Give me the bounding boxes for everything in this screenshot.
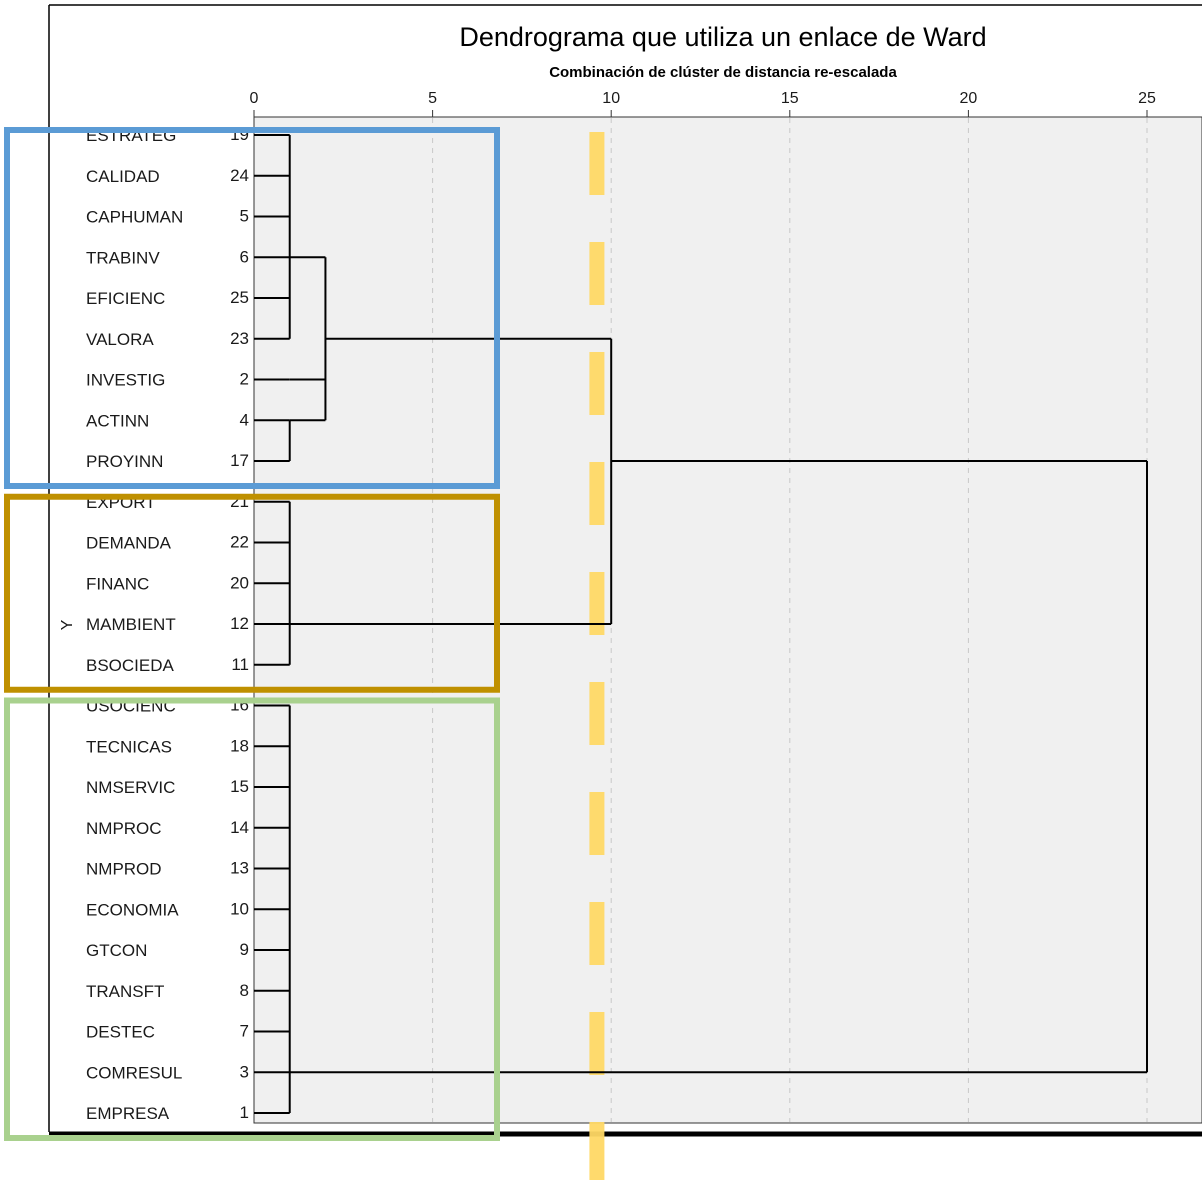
- leaf-label: FINANC: [86, 574, 149, 593]
- leaf-id: 18: [230, 736, 249, 755]
- leaf-id: 20: [230, 573, 249, 592]
- leaf-id: 12: [230, 614, 249, 633]
- leaf-id: 14: [230, 818, 249, 837]
- leaf-label: CAPHUMAN: [86, 208, 183, 227]
- leaf-id: 9: [240, 940, 249, 959]
- leaf-id: 4: [240, 410, 249, 429]
- leaf-id: 24: [230, 166, 249, 185]
- leaf-label: NMSERVIC: [86, 778, 175, 797]
- leaf-label: CALIDAD: [86, 167, 160, 186]
- leaf-id: 6: [240, 247, 249, 266]
- leaf-id: 2: [240, 370, 249, 389]
- leaf-label: DESTEC: [86, 1023, 155, 1042]
- leaf-label: INVESTIG: [86, 371, 165, 390]
- leaf-label: TRABINV: [86, 248, 160, 267]
- leaf-id: 5: [240, 207, 249, 226]
- y-axis-label: Y: [59, 619, 76, 630]
- leaf-id: 1: [240, 1103, 249, 1122]
- chart-subtitle: Combinación de clúster de distancia re-e…: [549, 64, 897, 81]
- leaf-id: 11: [231, 655, 249, 674]
- leaf-id: 3: [240, 1062, 249, 1081]
- leaf-id: 25: [230, 288, 249, 307]
- leaf-label: NMPROC: [86, 819, 162, 838]
- leaf-label: TECNICAS: [86, 737, 172, 756]
- leaf-label: NMPROD: [86, 860, 162, 879]
- x-tick-label: 5: [428, 90, 437, 107]
- plot-area: [253, 116, 1202, 1124]
- leaf-label: EMPRESA: [86, 1104, 170, 1123]
- leaf-id: 22: [230, 533, 249, 552]
- cluster-group-box: [4, 697, 500, 1141]
- x-tick-label: 25: [1138, 90, 1156, 107]
- cluster-group-box: [4, 127, 500, 489]
- leaf-id: 15: [230, 777, 249, 796]
- chart-title: Dendrograma que utiliza un enlace de War…: [459, 22, 986, 52]
- leaf-label: TRANSFT: [86, 982, 164, 1001]
- leaf-label: PROYINN: [86, 452, 163, 471]
- leaf-label: COMRESUL: [86, 1063, 182, 1082]
- leaf-id: 7: [240, 1022, 249, 1041]
- leaf-label: GTCON: [86, 941, 147, 960]
- leaf-id: 8: [240, 981, 249, 1000]
- leaf-id: 10: [230, 899, 249, 918]
- x-tick-label: 20: [960, 90, 978, 107]
- leaf-label: ACTINN: [86, 411, 149, 430]
- leaf-label: EFICIENC: [86, 289, 165, 308]
- x-tick-label: 0: [250, 90, 259, 107]
- leaf-id: 17: [230, 451, 249, 470]
- cluster-group-box: [4, 493, 500, 693]
- x-tick-label: 15: [781, 90, 799, 107]
- leaf-label: BSOCIEDA: [86, 656, 175, 675]
- leaf-label: DEMANDA: [86, 534, 172, 553]
- leaf-label: MAMBIENT: [86, 615, 176, 634]
- leaf-label: VALORA: [86, 330, 154, 349]
- leaf-id: 13: [230, 859, 249, 878]
- leaf-id: 23: [230, 329, 249, 348]
- leaf-label: ECONOMIA: [86, 900, 179, 919]
- x-tick-label: 10: [602, 90, 620, 107]
